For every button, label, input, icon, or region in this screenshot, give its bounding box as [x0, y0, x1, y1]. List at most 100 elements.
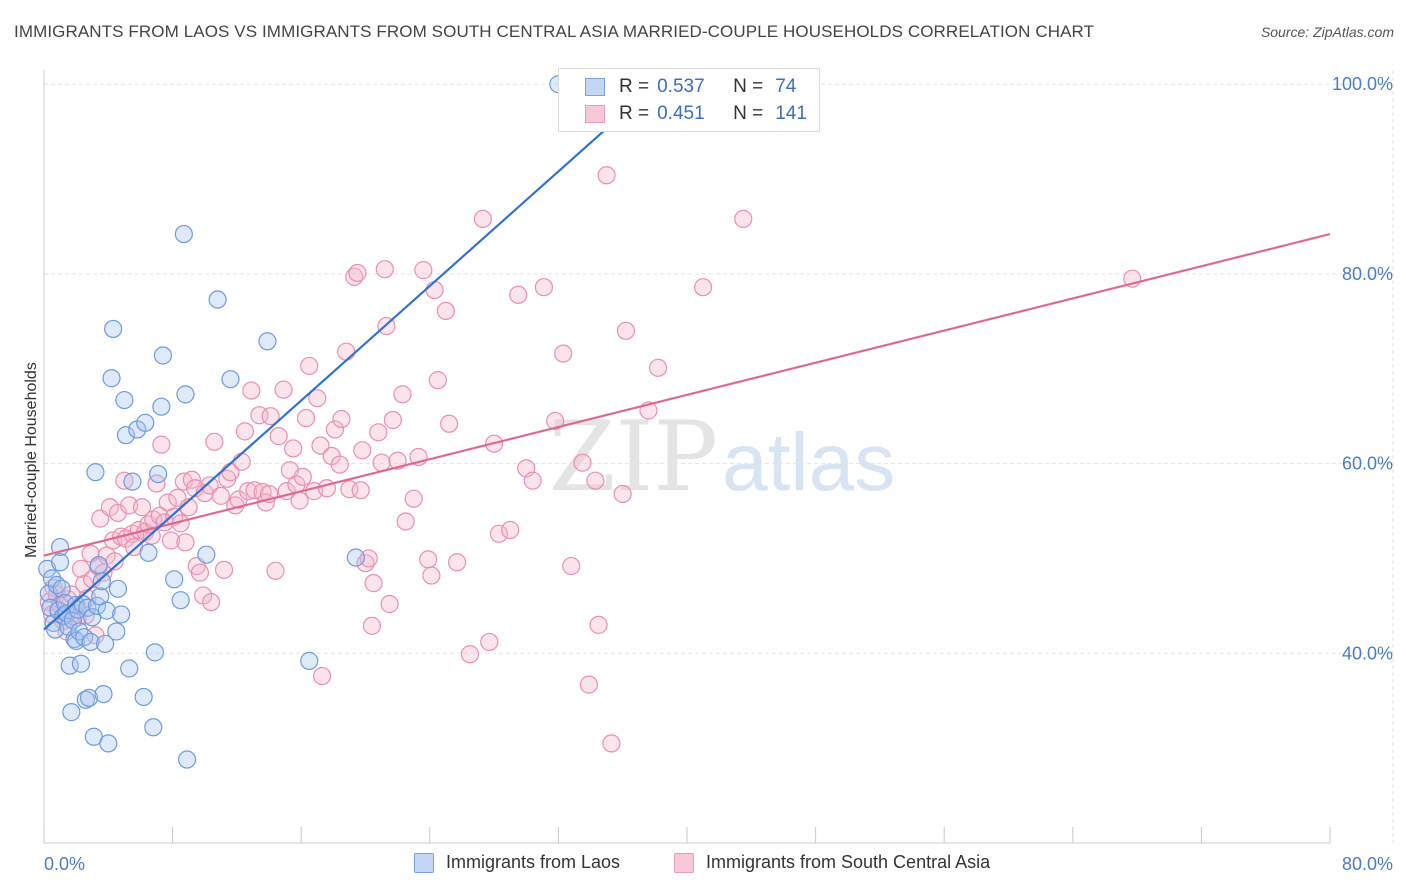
- data-point-sca: [147, 474, 166, 493]
- data-point-laos: [71, 654, 91, 673]
- x-tick-label-min: 0.0%: [44, 854, 85, 874]
- data-point-sca: [473, 209, 492, 229]
- legend-item-sca: Immigrants from South Central Asia: [674, 852, 990, 873]
- data-point-sca: [375, 260, 394, 279]
- data-point-sca: [332, 409, 351, 429]
- data-point-laos: [79, 688, 99, 707]
- data-point-sca: [337, 342, 356, 361]
- data-point-laos: [149, 464, 168, 484]
- trend-line-sca: [43, 233, 1331, 557]
- data-point-sca: [142, 526, 161, 545]
- data-point-sca: [311, 436, 330, 455]
- data-point-laos: [116, 426, 136, 445]
- data-point-laos: [52, 579, 71, 598]
- data-point-laos: [87, 596, 107, 615]
- data-point-laos: [86, 463, 105, 482]
- chart-title: IMMIGRANTS FROM LAOS VS IMMIGRANTS FROM …: [14, 22, 1095, 41]
- data-point-sca: [261, 407, 280, 426]
- data-point-laos: [221, 370, 240, 389]
- legend-item-laos: Immigrants from Laos: [414, 852, 620, 873]
- data-point-sca: [396, 512, 415, 531]
- data-point-sca: [534, 278, 554, 297]
- data-point-sca: [546, 411, 565, 431]
- data-point-sca: [290, 491, 309, 510]
- data-point-sca: [734, 209, 753, 229]
- data-point-sca: [460, 645, 480, 664]
- data-point-sca: [312, 666, 332, 686]
- y-axis-label: Married-couple Households: [23, 362, 40, 558]
- data-point-sca: [296, 408, 316, 428]
- data-point-sca: [509, 285, 528, 304]
- data-point-laos: [177, 750, 197, 769]
- data-point-sca: [380, 594, 399, 614]
- data-point-laos: [145, 643, 165, 662]
- axes: [43, 70, 1331, 844]
- data-point-laos: [63, 611, 83, 630]
- trend-line-laos: [43, 106, 632, 631]
- data-point-laos: [70, 622, 89, 641]
- data-point-sca: [589, 615, 608, 634]
- data-point-laos: [134, 687, 153, 707]
- chart-source: Source: ZipAtlas.com: [1260, 24, 1394, 40]
- data-point-sca: [348, 263, 367, 283]
- data-point-laos: [123, 472, 142, 491]
- series-legend: Immigrants from Laos Immigrants from Sou…: [0, 852, 1406, 876]
- data-point-sca: [414, 261, 433, 280]
- data-point-sca: [597, 166, 616, 185]
- legend-label-laos: Immigrants from Laos: [446, 852, 621, 872]
- data-point-laos: [165, 570, 184, 589]
- trend-lines: [43, 106, 1331, 631]
- legend-swatch-laos: [414, 852, 434, 873]
- data-point-sca: [613, 484, 632, 504]
- data-point-sca: [383, 410, 402, 430]
- x-tick-labels: 0.0% 80.0%: [44, 854, 1393, 874]
- y-tick-label: 40.0%: [1342, 643, 1393, 663]
- data-point-laos: [153, 346, 173, 365]
- y-tick-labels: 40.0% 60.0% 80.0% 100.0%: [1332, 74, 1393, 663]
- data-point-sca: [205, 432, 224, 451]
- data-point-sca: [132, 498, 152, 517]
- data-point-laos: [76, 690, 95, 709]
- legend-r-value-sca: 0.451: [657, 103, 705, 124]
- data-point-sca: [235, 422, 255, 441]
- data-point-laos: [176, 385, 195, 404]
- data-point-sca: [330, 455, 349, 474]
- data-point-laos: [139, 543, 158, 562]
- data-point-laos: [92, 572, 111, 591]
- data-point-laos: [99, 734, 118, 753]
- data-point-sca: [422, 566, 441, 585]
- data-point-laos: [60, 656, 79, 675]
- data-point-laos: [197, 545, 216, 564]
- data-point-sca: [211, 486, 230, 505]
- legend-n-value-sca: 141: [775, 103, 807, 124]
- data-point-laos: [258, 332, 277, 351]
- data-point-laos: [144, 718, 163, 737]
- legend-row-sca: R = 0.451 N = 141: [559, 101, 807, 127]
- data-point-sca: [425, 280, 444, 300]
- data-point-laos: [115, 390, 134, 410]
- data-point-sca: [554, 344, 573, 363]
- data-point-laos: [108, 579, 128, 598]
- data-point-sca: [489, 524, 509, 543]
- data-point-sca: [428, 371, 447, 390]
- data-point-laos: [97, 601, 116, 620]
- data-point-laos: [120, 659, 139, 678]
- data-point-sca: [325, 420, 345, 439]
- series-laos: [38, 75, 568, 769]
- data-point-sca: [436, 301, 455, 321]
- legend-row-laos: R = 0.537 N = 74: [559, 74, 796, 100]
- data-point-laos: [171, 591, 190, 610]
- legend-swatch-sca: [585, 105, 605, 123]
- data-point-sca: [573, 453, 592, 472]
- data-point-sca: [501, 520, 520, 540]
- data-point-sca: [71, 559, 91, 578]
- data-point-laos: [300, 651, 319, 670]
- data-point-sca: [300, 356, 319, 376]
- data-point-sca: [359, 549, 378, 568]
- data-point-sca: [648, 358, 668, 377]
- legend-r-label: R =: [619, 76, 650, 97]
- data-point-laos: [208, 290, 227, 309]
- data-point-sca: [239, 482, 258, 501]
- data-point-sca: [579, 675, 599, 694]
